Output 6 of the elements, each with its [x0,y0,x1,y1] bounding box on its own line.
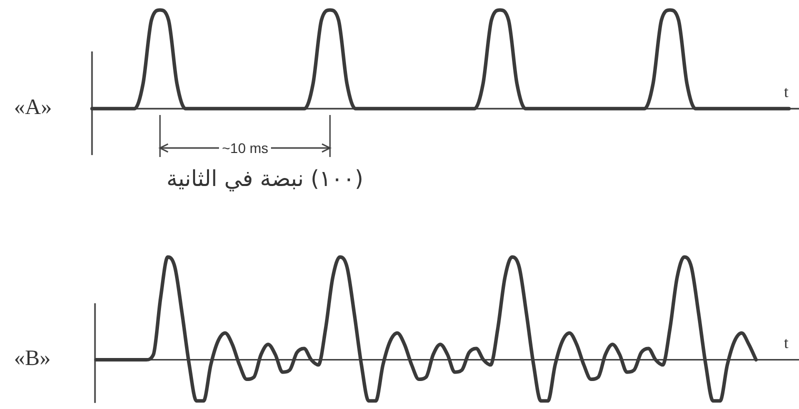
x-axis-title: t [784,82,788,103]
x-axis-title: t [784,334,788,354]
y-axis-title: «B» [14,344,51,370]
text: ~10 ms [219,140,272,156]
y-axis-title: «A» [14,94,52,119]
text: (١٠٠) نبضة في الثانية [166,166,364,192]
